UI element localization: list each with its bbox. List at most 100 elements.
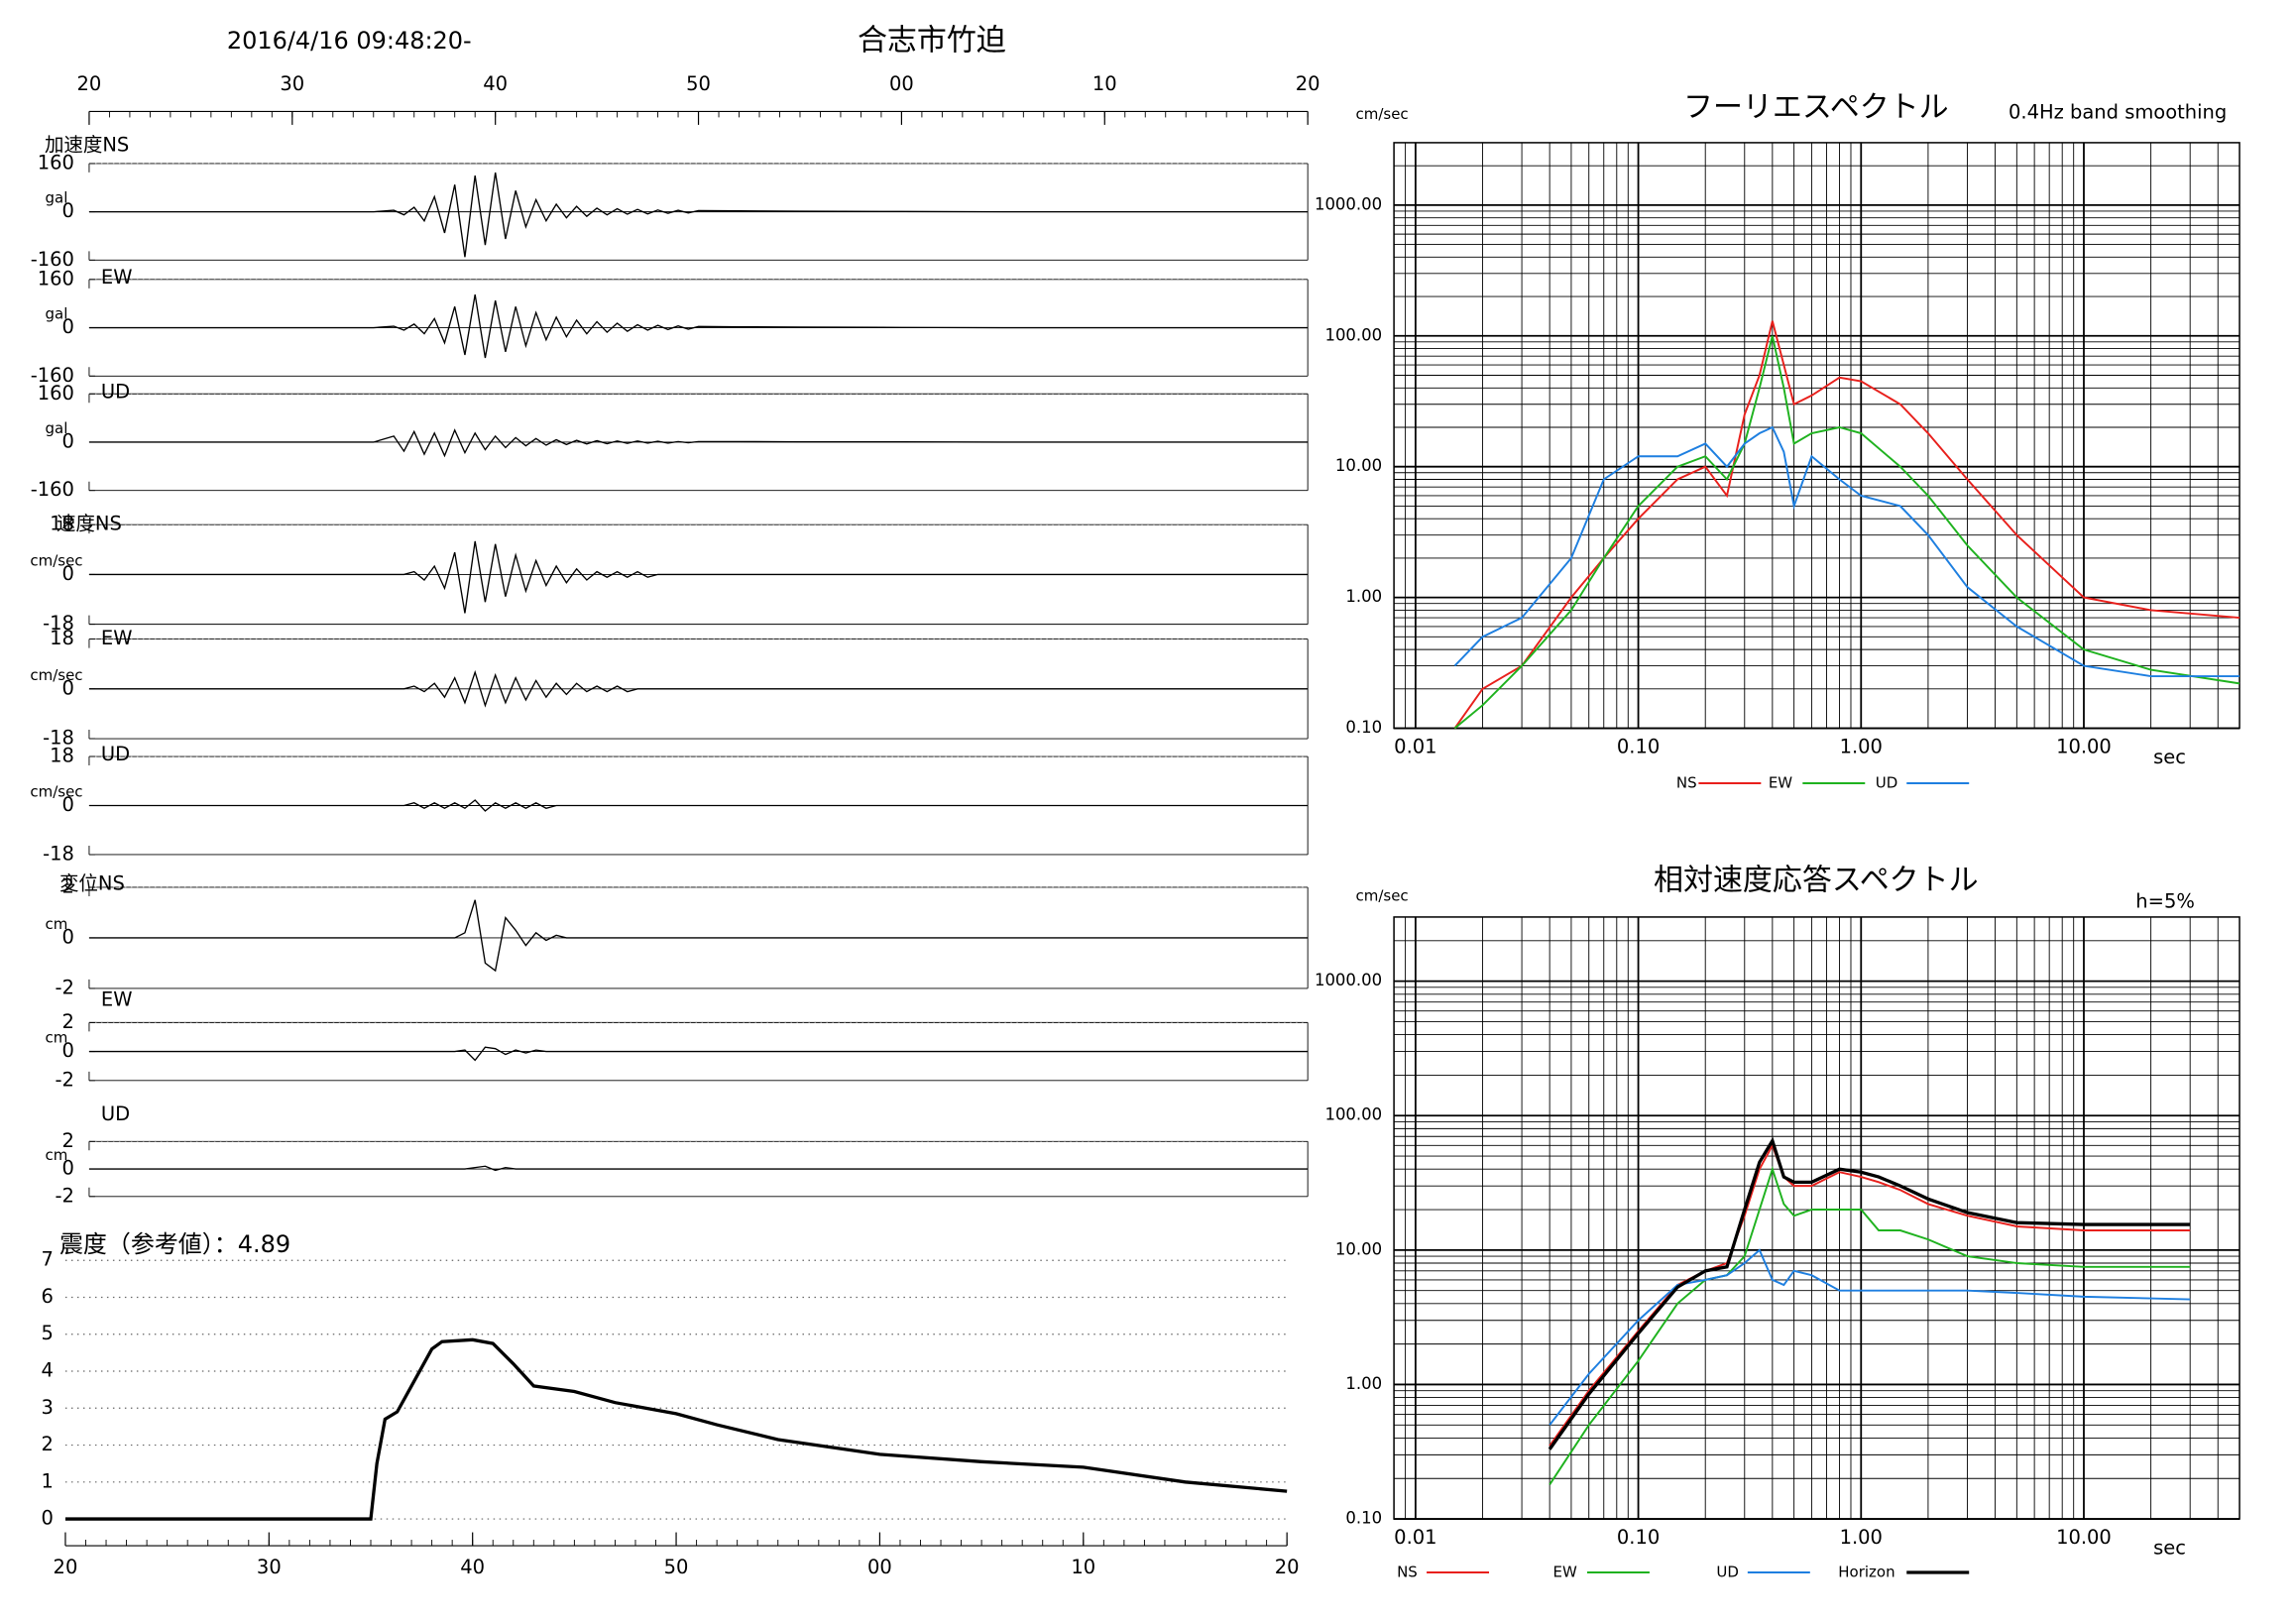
waveform <box>88 428 1309 458</box>
y-tick-label: 10.00 <box>1335 456 1382 475</box>
x-tick-label: 20 <box>54 1556 78 1578</box>
y-tick-label: 0 <box>62 925 74 948</box>
y-tick-label: 18 <box>50 627 74 649</box>
x-tick-label: 0.01 <box>1394 736 1436 758</box>
x-tick-label: 00 <box>889 72 914 95</box>
y-axis-label: cm/sec <box>1356 105 1409 123</box>
y-tick-label: 0 <box>62 1157 74 1180</box>
y-tick-label: -2 <box>56 1068 74 1091</box>
y-tick-label: 0 <box>62 562 74 585</box>
x-tick-label: 20 <box>1296 72 1320 95</box>
y-tick-label: 0 <box>62 429 74 452</box>
panel-label: EW <box>101 627 133 649</box>
waveform <box>88 293 1309 359</box>
chart-subtitle: 0.4Hz band smoothing <box>2009 100 2227 123</box>
chart-title: 震度（参考値）：4.89 <box>59 1230 290 1258</box>
y-tick-label: 18 <box>50 513 74 535</box>
y-tick-label: 4 <box>42 1359 54 1382</box>
y-tick-label: 2 <box>62 1010 74 1033</box>
unit-label: cm <box>46 1146 68 1164</box>
waveform <box>88 669 1309 708</box>
panel-label: 加速度NS <box>45 133 129 156</box>
legend-label: UD <box>1876 774 1898 792</box>
x-tick-label: 00 <box>867 1556 892 1578</box>
y-axis-label: cm/sec <box>1356 886 1409 904</box>
legend-label: NS <box>1397 1564 1418 1581</box>
annotation: h=5% <box>2135 889 2195 912</box>
start-time: 2016/4/16 09:48:20- <box>227 27 472 55</box>
chart-title: フーリエスペクトル <box>1683 90 1949 125</box>
unit-label: gal <box>46 419 68 437</box>
y-tick-label: -2 <box>56 1184 74 1207</box>
legend-label: EW <box>1769 774 1792 792</box>
x-tick-label: 0.10 <box>1617 1526 1660 1549</box>
panel-frame <box>88 163 1309 261</box>
panel-label: EW <box>101 987 133 1010</box>
waveform <box>88 799 1309 812</box>
y-tick-label: -160 <box>31 364 74 387</box>
y-tick-label: -160 <box>31 248 74 271</box>
y-tick-label: 3 <box>42 1396 54 1419</box>
y-tick-label: 1 <box>42 1469 54 1492</box>
panel-label: UD <box>101 380 130 403</box>
series-line <box>1549 1166 2191 1485</box>
y-tick-label: 0.10 <box>1345 718 1382 737</box>
y-tick-label: 2 <box>62 1129 74 1152</box>
panel-frame <box>88 1021 1309 1082</box>
y-tick-label: -18 <box>43 727 74 750</box>
waveform <box>88 1165 1309 1172</box>
legend-label: UD <box>1716 1564 1739 1581</box>
panel-frame <box>88 393 1309 492</box>
x-tick-label: 50 <box>686 72 711 95</box>
series-line <box>1549 1142 2191 1447</box>
x-tick-label: 20 <box>77 72 102 95</box>
x-tick-label: 10.00 <box>2056 1526 2112 1549</box>
series-line <box>1453 425 2240 678</box>
legend-label: NS <box>1676 774 1697 792</box>
panel-label: EW <box>101 266 133 289</box>
unit-label: cm <box>46 915 68 933</box>
y-tick-label: 1.00 <box>1345 587 1382 606</box>
plot-frame <box>1393 142 2240 730</box>
x-tick-label: 50 <box>664 1556 689 1578</box>
panel-frame <box>88 755 1309 856</box>
unit-label: cm <box>46 1029 68 1047</box>
waveform <box>88 899 1309 973</box>
unit-label: cm/sec <box>30 666 82 684</box>
y-tick-label: -2 <box>56 976 74 998</box>
plot-frame <box>1393 916 2240 1520</box>
y-tick-label: 2 <box>42 1433 54 1455</box>
y-tick-label: 0 <box>62 793 74 816</box>
y-tick-label: 6 <box>42 1285 54 1308</box>
panel-frame <box>88 886 1309 989</box>
series-line <box>1453 320 2240 730</box>
y-tick-label: 10.00 <box>1335 1239 1382 1258</box>
series-line <box>1453 335 2240 730</box>
x-tick-label: 10 <box>1071 1556 1095 1578</box>
x-tick-label: 1.00 <box>1840 1526 1883 1549</box>
chart-title: 相対速度応答スペクトル <box>1654 863 1979 897</box>
waveform <box>88 172 1309 258</box>
y-tick-label: 5 <box>42 1322 54 1344</box>
unit-label: gal <box>46 305 68 323</box>
legend-label: EW <box>1552 1564 1576 1581</box>
y-tick-label: 2 <box>62 874 74 897</box>
y-tick-label: 0 <box>42 1507 54 1530</box>
y-tick-label: 160 <box>38 267 74 290</box>
chart-title: 合志市竹迫 <box>858 23 1006 58</box>
series-line <box>1548 1136 2191 1450</box>
panel-label: UD <box>101 1102 130 1125</box>
y-tick-label: 0 <box>62 199 74 222</box>
x-axis-label: sec <box>2153 746 2186 768</box>
panel-label: 速度NS <box>57 513 122 535</box>
waveform <box>88 540 1309 614</box>
x-tick-label: 20 <box>1275 1556 1300 1578</box>
x-tick-label: 40 <box>483 72 508 95</box>
y-tick-label: 160 <box>38 151 74 174</box>
x-tick-label: 40 <box>460 1556 485 1578</box>
panel-frame <box>88 279 1309 377</box>
y-tick-label: 1.00 <box>1345 1374 1382 1393</box>
y-tick-label: 0 <box>62 676 74 699</box>
panel-label: UD <box>101 743 130 765</box>
